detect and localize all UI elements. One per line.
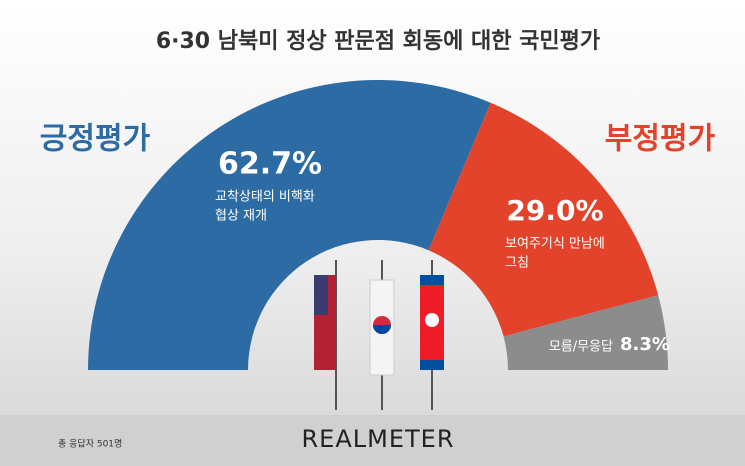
chart-title: 6·30 남북미 정상 판문점 회동에 대한 국민평가 [156,29,600,54]
footnote: 총 응답자 501명 [58,438,122,450]
segment-note: 보여주기식 만남에 [505,237,605,252]
segment [88,80,491,371]
segment [428,102,659,337]
segment [503,295,668,370]
brand: REALMETER [302,425,455,453]
segment-label: 모름/무응답 [549,340,613,355]
segment-note: 교착상태의 비핵화 [215,190,315,205]
segment-note: 그침 [505,256,529,271]
flags [314,260,444,410]
value-label: 62.7% [218,147,322,182]
segment-note: 협상 재개 [215,209,267,224]
value-label: 29.0% [506,194,603,227]
legend-label: 긍정평가 [40,122,151,157]
footer-band [0,415,745,466]
legend-label: 부정평가 [605,122,716,157]
value-label: 8.3% [620,334,670,355]
